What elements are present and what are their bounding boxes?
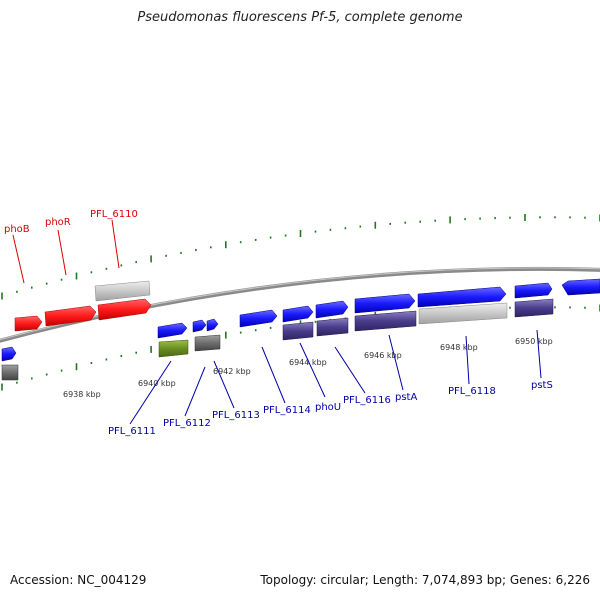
gene-PFL_6113[interactable] [206, 318, 219, 332]
gene-reverse-3[interactable] [354, 310, 417, 332]
gene-label-pstA[interactable]: pstA [395, 392, 417, 403]
gene-PFL_6116[interactable] [315, 300, 349, 319]
gene-PFL_6111[interactable] [157, 322, 188, 339]
top-leader-lines [12, 219, 120, 284]
gene-label-PFL_6113[interactable]: PFL_6113 [212, 410, 260, 421]
genome-stats-text: Topology: circular; Length: 7,074,893 bp… [260, 573, 590, 587]
gene-forward-left[interactable] [1, 346, 17, 362]
gene-label-phoR[interactable]: phoR [45, 217, 71, 228]
gene-label-PFL_6111[interactable]: PFL_6111 [108, 426, 156, 437]
gene-dark-mid[interactable] [194, 334, 221, 352]
bottom-leader-lines [129, 329, 542, 425]
gene-label-PFL_6118[interactable]: PFL_6118 [448, 386, 496, 397]
gene-pstA[interactable] [354, 293, 416, 314]
tick-label-6944: 6944 kbp [289, 358, 327, 367]
genome-title: Pseudomonas fluorescens Pf-5, complete g… [137, 10, 463, 25]
gene-gray-top[interactable] [94, 280, 151, 302]
tick-label-6948: 6948 kbp [440, 343, 478, 352]
tick-label-6942: 6942 kbp [213, 367, 251, 376]
tick-label-6946: 6946 kbp [364, 351, 402, 360]
gene-dark-left[interactable] [1, 364, 19, 381]
gene-green[interactable] [158, 339, 189, 358]
gene-label-PFL_6110[interactable]: PFL_6110 [90, 209, 138, 220]
gene-label-PFL_6116[interactable]: PFL_6116 [343, 395, 391, 406]
gene-label-PFL_6112[interactable]: PFL_6112 [163, 418, 211, 429]
gene-forward-right[interactable] [561, 278, 600, 296]
gene-phoB[interactable] [14, 315, 43, 332]
gene-phoU[interactable] [282, 305, 314, 323]
gene-gray-lower[interactable] [418, 302, 508, 325]
gene-label-pstS[interactable]: pstS [531, 380, 553, 391]
gene-PFL_6118[interactable] [417, 286, 507, 308]
gene-reverse-2[interactable] [316, 317, 349, 337]
gene-phoR[interactable] [44, 305, 97, 327]
gene-PFL_6110[interactable] [97, 298, 152, 321]
accession-text: Accession: NC_004129 [10, 573, 147, 587]
gene-label-phoU[interactable]: phoU [315, 402, 341, 413]
gene-reverse-1[interactable] [282, 321, 314, 341]
gene-pstS[interactable] [514, 282, 553, 299]
tick-label-6938: 6938 kbp [63, 390, 101, 399]
gene-label-phoB[interactable]: phoB [4, 224, 30, 235]
top-tick-ring [1, 214, 600, 300]
tick-label-6950: 6950 kbp [515, 337, 553, 346]
gene-label-PFL_6114[interactable]: PFL_6114 [263, 405, 311, 416]
gene-PFL_6114[interactable] [239, 309, 278, 328]
gene-PFL_6112[interactable] [192, 319, 207, 333]
gene-reverse-4[interactable] [514, 298, 554, 318]
